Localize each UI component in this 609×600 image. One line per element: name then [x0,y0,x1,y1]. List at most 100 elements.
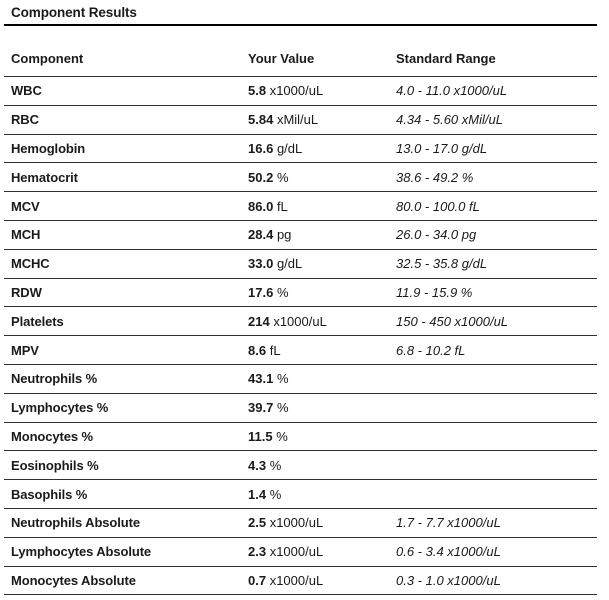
component-name: Lymphocytes % [4,392,241,423]
value-unit: % [276,169,289,185]
standard-range: 38.6 - 49.2 % [389,162,597,192]
standard-range: 4.34 - 5.60 xMil/uL [389,104,597,135]
value-number: 1.4 [248,486,267,502]
your-value-cell: 4.3% [241,450,389,480]
value-unit: pg [276,227,292,243]
table-row: Lymphocytes Absolute 2.3 x1000/uL 0.6 - 3.4… [4,536,597,567]
standard-range: 4.0 - 11.0 x1000/uL [389,76,597,106]
value-number: 8.6 [248,342,267,358]
column-header-component: Component [11,51,84,66]
component-name: Hematocrit [4,162,241,192]
component-name: Eosinophils % [4,450,241,480]
table-row: Lymphocytes % 39.7% [4,392,597,423]
value-number: 11.5 [248,428,273,444]
value-number: 39.7 [248,400,274,416]
value-number: 5.84 [248,112,274,128]
value-unit: fL [276,198,288,214]
component-name: MPV [4,335,241,365]
standard-range: 6.8 - 10.2 fL [389,335,597,365]
value-unit: g/dL [276,140,303,156]
component-name: Neutrophils Absolute [4,507,241,538]
table-row: Hematocrit 50.2% 38.6 - 49.2 % [4,162,597,192]
value-number: 5.8 [248,83,267,99]
table-row: RDW 17.6% 11.9 - 15.9 % [4,277,597,307]
standard-range: 150 - 450 x1000/uL [389,306,597,336]
value-unit: % [269,486,282,502]
your-value-cell: 214 x1000/uL [241,306,389,336]
table-row: MCV 86.0 fL 80.0 - 100.0 fL [4,191,597,221]
standard-range [389,450,597,480]
value-number: 2.3 [248,544,267,560]
table-row: Neutrophils Absolute 2.5 x1000/uL 1.7 - 7.7… [4,507,597,538]
component-name: MCHC [4,248,241,279]
component-name: Hemoglobin [4,133,241,163]
your-value-cell: 11.5% [241,421,389,451]
component-name: RBC [4,104,241,135]
value-unit: x1000/uL [269,544,324,560]
value-number: 28.4 [248,227,274,243]
value-unit: xMil/uL [276,112,319,128]
component-name: MCV [4,191,241,221]
value-unit: x1000/uL [273,313,327,329]
component-name: MCH [4,219,241,250]
your-value-cell: 5.8 x1000/uL [241,76,389,106]
table-row: Platelets 214 x1000/uL 150 - 450 x1000/uL [4,306,597,336]
value-unit: x1000/uL [269,515,324,531]
standard-range [389,392,597,423]
standard-range: 13.0 - 17.0 g/dL [389,133,597,163]
value-number: 0.7 [248,572,267,588]
table-body: WBC 5.8 x1000/uL 4.0 - 11.0 x1000/uL RBC 5.84… [4,76,597,596]
value-number: 4.3 [248,457,267,473]
your-value-cell: 5.84 xMil/uL [241,104,389,135]
value-unit: x1000/uL [269,83,324,99]
standard-range: 80.0 - 100.0 fL [389,191,597,221]
standard-range [389,363,597,394]
value-number: 50.2 [248,169,274,185]
component-name: Basophils % [4,479,241,509]
table-row: Basophils % 1.4% [4,479,597,509]
component-name: Monocytes Absolute [4,565,241,596]
your-value-cell: 2.5 x1000/uL [241,507,389,538]
standard-range: 0.3 - 1.0 x1000/uL [389,565,597,596]
standard-range: 1.7 - 7.7 x1000/uL [389,507,597,538]
value-unit: g/dL [276,256,303,272]
page-title: Component Results [4,3,597,26]
standard-range: 0.6 - 3.4 x1000/uL [389,536,597,567]
component-results-table: Component Your Value Standard Range WBC 5… [4,26,597,596]
your-value-cell: 28.4 pg [241,219,389,250]
component-name: Monocytes % [4,421,241,451]
table-row: MCHC 33.0 g/dL 32.5 - 35.8 g/dL [4,248,597,279]
standard-range: 26.0 - 34.0 pg [389,219,597,250]
value-unit: % [276,284,289,300]
component-name: Neutrophils % [4,363,241,394]
your-value-cell: 17.6% [241,277,389,307]
value-unit: x1000/uL [269,572,324,588]
value-number: 2.5 [248,515,267,531]
table-row: WBC 5.8 x1000/uL 4.0 - 11.0 x1000/uL [4,76,597,106]
value-unit: fL [269,342,281,358]
component-name: RDW [4,277,241,307]
your-value-cell: 16.6 g/dL [241,133,389,163]
value-number: 16.6 [248,140,274,156]
value-unit: % [276,371,289,387]
your-value-cell: 33.0 g/dL [241,248,389,279]
component-name: Lymphocytes Absolute [4,536,241,567]
table-row: Hemoglobin 16.6 g/dL 13.0 - 17.0 g/dL [4,133,597,163]
your-value-cell: 2.3 x1000/uL [241,536,389,567]
your-value-cell: 1.4% [241,479,389,509]
standard-range: 32.5 - 35.8 g/dL [389,248,597,279]
column-header-your-value: Your Value [248,51,315,66]
table-header-row: Component Your Value Standard Range [4,26,597,77]
value-number: 17.6 [248,284,274,300]
standard-range: 11.9 - 15.9 % [389,277,597,307]
your-value-cell: 86.0 fL [241,191,389,221]
table-row: RBC 5.84 xMil/uL 4.34 - 5.60 xMil/uL [4,104,597,135]
your-value-cell: 8.6 fL [241,335,389,365]
column-header-standard-range: Standard Range [396,51,496,66]
value-number: 43.1 [248,371,274,387]
table-row: MCH 28.4 pg 26.0 - 34.0 pg [4,219,597,250]
value-unit: % [269,457,282,473]
your-value-cell: 39.7% [241,392,389,423]
value-unit: % [276,400,289,416]
